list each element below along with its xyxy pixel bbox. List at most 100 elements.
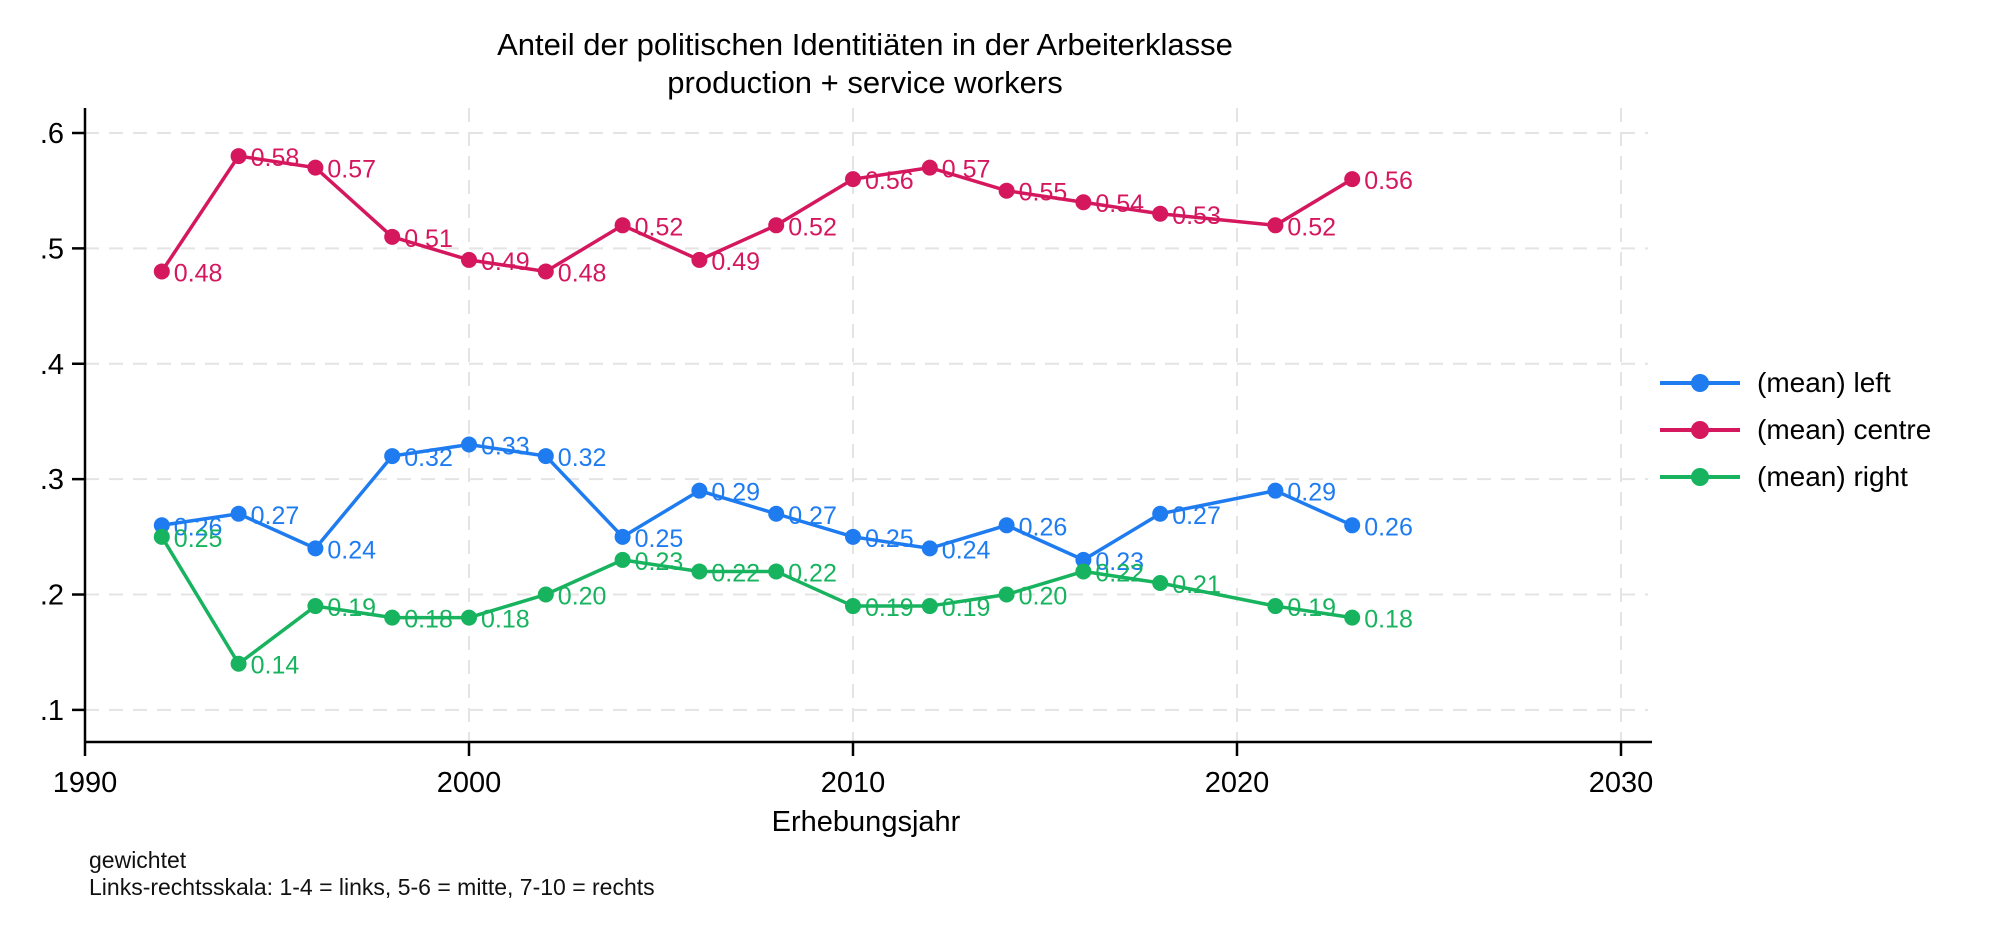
- data-point-marker: [921, 540, 938, 557]
- data-point-marker: [461, 436, 477, 453]
- data-point-label: 0.27: [251, 502, 300, 530]
- data-point-marker: [230, 505, 247, 522]
- line-marker-icon: [1660, 373, 1740, 392]
- data-point-label: 0.53: [1172, 202, 1221, 230]
- y-tick-label: .2: [40, 580, 64, 612]
- data-point-marker: [1075, 551, 1092, 568]
- footnote-scale: Links-rechtsskala: 1-4 = links, 5-6 = mi…: [89, 874, 655, 900]
- series-line: [161, 442, 1353, 562]
- data-point-marker: [998, 586, 1015, 603]
- legend-label-centre: (mean) centre: [1757, 413, 1932, 445]
- legend: (mean) left (mean) centre (mean) right: [1658, 359, 1931, 500]
- data-point-marker: [461, 251, 477, 268]
- legend-item-centre: (mean) centre: [1658, 406, 1931, 453]
- data-point-label: 0.57: [942, 156, 991, 184]
- data-point-label: 0.25: [865, 525, 914, 553]
- x-tick-label: 2000: [437, 767, 502, 799]
- data-point-label: 0.20: [558, 583, 607, 611]
- data-point-marker: [230, 655, 247, 672]
- data-point-marker: [614, 217, 631, 234]
- data-point-marker: [1267, 482, 1284, 499]
- data-point-marker: [384, 228, 401, 245]
- data-point-label: 0.22: [711, 559, 760, 587]
- data-point-marker: [1344, 517, 1361, 534]
- data-point-marker: [768, 563, 785, 580]
- data-point-label: 0.54: [1095, 190, 1144, 218]
- data-point-marker: [153, 263, 170, 280]
- data-point-label: 0.32: [558, 444, 607, 472]
- data-point-label: 0.25: [174, 525, 223, 553]
- series-line: [160, 154, 1354, 274]
- data-point-label: 0.48: [174, 259, 223, 287]
- data-point-label: 0.52: [1287, 213, 1336, 241]
- series-line: [160, 535, 1353, 667]
- data-point-label: 0.32: [404, 444, 453, 472]
- data-point-marker: [614, 551, 631, 568]
- data-point-marker: [1152, 205, 1169, 222]
- data-point-label: 0.49: [481, 248, 530, 276]
- data-point-marker: [153, 528, 170, 545]
- data-point-marker: [691, 563, 708, 580]
- data-point-label: 0.58: [251, 144, 300, 172]
- data-point-marker: [153, 517, 170, 534]
- data-point-label: 0.20: [1019, 583, 1068, 611]
- data-point-marker: [1152, 574, 1169, 591]
- data-point-marker: [614, 528, 631, 545]
- legend-item-right: (mean) right: [1658, 453, 1931, 500]
- data-point-label: 0.26: [174, 513, 223, 541]
- data-point-label: 0.29: [1287, 479, 1336, 507]
- x-axis-title: Erhebungsjahr: [771, 806, 961, 838]
- data-point-marker: [537, 448, 554, 465]
- legend-label-left: (mean) left: [1757, 366, 1891, 398]
- data-point-label: 0.57: [327, 156, 376, 184]
- data-point-marker: [691, 251, 708, 268]
- data-point-label: 0.23: [635, 548, 684, 576]
- footnote-weighting: gewichtet: [89, 847, 187, 873]
- data-point-label: 0.22: [788, 559, 837, 587]
- data-point-label: 0.23: [1095, 548, 1144, 576]
- data-point-label: 0.26: [1019, 513, 1068, 541]
- data-point-marker: [307, 598, 324, 615]
- data-point-marker: [537, 586, 554, 603]
- y-tick-label: .6: [40, 118, 64, 150]
- data-point-label: 0.56: [865, 167, 914, 195]
- y-tick-label: .1: [40, 695, 64, 727]
- data-point-marker: [384, 609, 401, 626]
- data-point-marker: [1344, 609, 1361, 626]
- data-point-marker: [1344, 171, 1361, 188]
- data-point-marker: [230, 148, 247, 165]
- data-point-label: 0.18: [1364, 606, 1413, 634]
- footnotes: gewichtet Links-rechtsskala: 1-4 = links…: [89, 847, 655, 901]
- data-point-label: 0.21: [1172, 571, 1221, 599]
- data-point-marker: [845, 528, 861, 545]
- data-point-label: 0.52: [635, 213, 684, 241]
- data-point-marker: [384, 448, 401, 465]
- chart-title: Anteil der politischen Identitiäten in d…: [0, 26, 1730, 102]
- data-point-marker: [768, 505, 785, 522]
- data-point-marker: [461, 609, 477, 626]
- x-tick-label: 2030: [1589, 767, 1654, 799]
- data-point-marker: [1075, 563, 1092, 580]
- data-point-marker: [845, 598, 861, 615]
- y-tick-label: .3: [40, 464, 64, 496]
- data-point-label: 0.14: [251, 652, 300, 680]
- data-point-label: 0.49: [711, 248, 760, 276]
- data-point-label: 0.18: [404, 606, 453, 634]
- data-point-label: 0.55: [1019, 179, 1068, 207]
- data-point-marker: [1075, 194, 1092, 211]
- legend-label-right: (mean) right: [1757, 460, 1908, 492]
- line-marker-icon: [1660, 420, 1740, 439]
- data-point-label: 0.56: [1364, 167, 1413, 195]
- x-tick-label: 1990: [53, 767, 118, 799]
- data-point-label: 0.29: [711, 479, 760, 507]
- data-point-marker: [768, 217, 785, 234]
- data-point-label: 0.19: [942, 594, 991, 622]
- x-tick-label: 2010: [821, 767, 886, 799]
- data-point-label: 0.52: [788, 213, 837, 241]
- chart-title-line2: production + service workers: [667, 65, 1063, 100]
- data-point-label: 0.48: [558, 259, 607, 287]
- data-point-marker: [998, 182, 1015, 199]
- data-point-label: 0.24: [327, 536, 376, 564]
